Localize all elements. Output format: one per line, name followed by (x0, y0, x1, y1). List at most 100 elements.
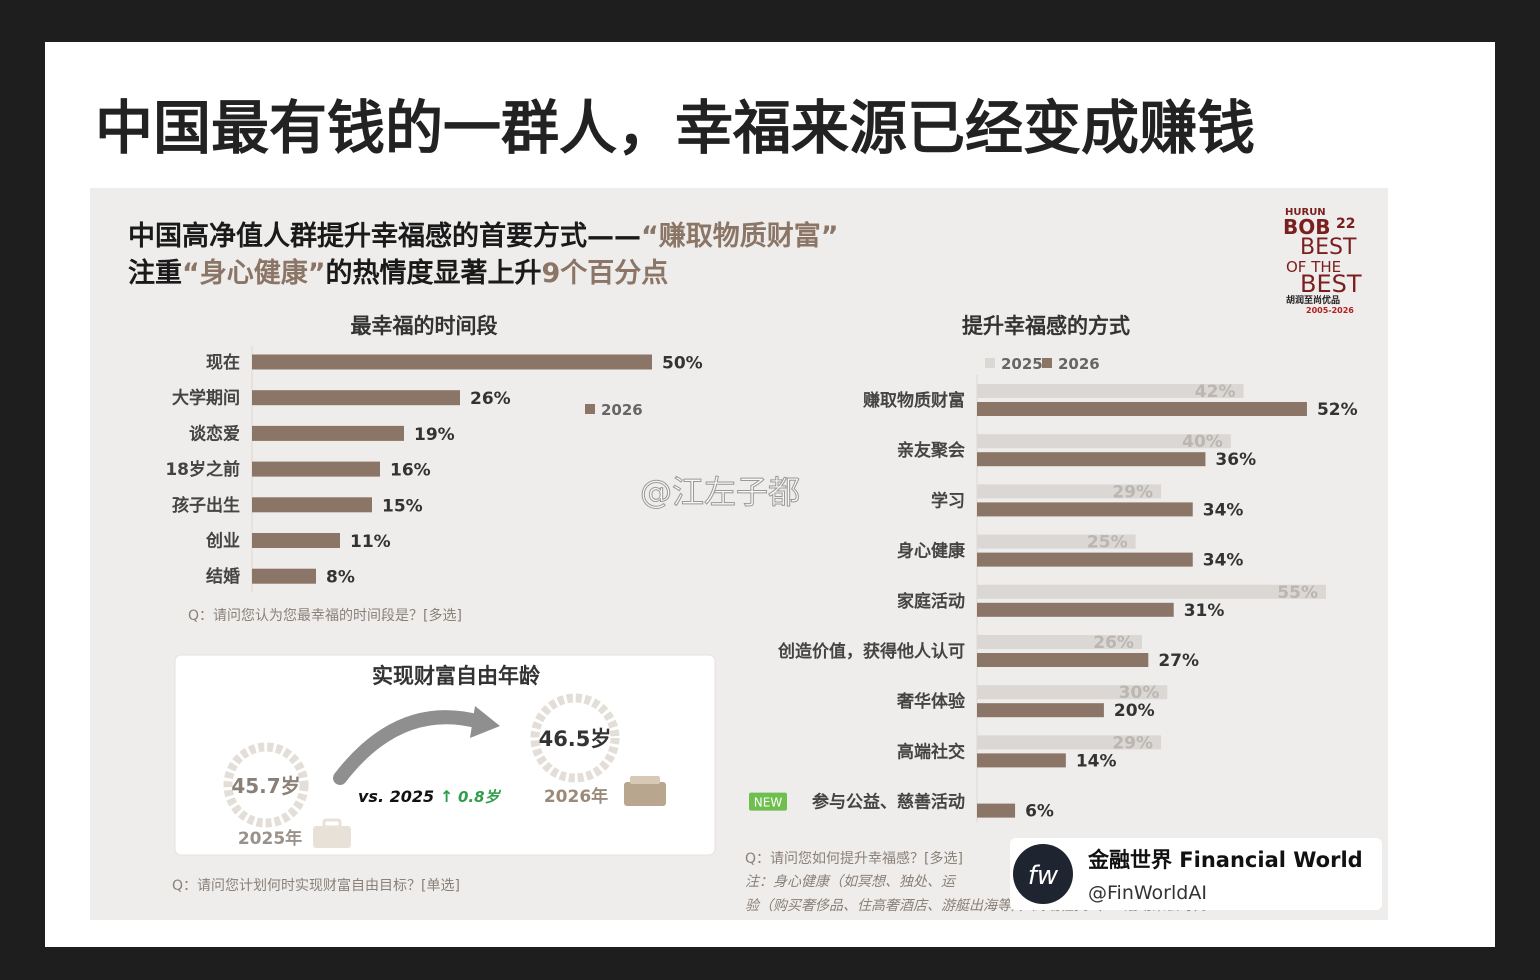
logo-text: BEST (1300, 270, 1362, 298)
logo-text: 2005-2026 (1306, 306, 1354, 315)
headline-part: 中国高净值人群提升幸福感的首要方式—— (128, 220, 641, 252)
footer-handle: @FinWorldAI (1088, 882, 1207, 904)
badge (749, 792, 787, 811)
wallet-icon (624, 782, 666, 806)
bar (977, 602, 1174, 617)
footer-name: 金融世界 Financial World (1087, 848, 1363, 872)
donut (223, 742, 309, 828)
bar (977, 384, 1244, 398)
category-label: 结婚 (206, 566, 240, 587)
bar (252, 425, 404, 441)
value-label: 34% (1203, 551, 1244, 571)
legend-label: 2026 (1058, 355, 1100, 373)
legend-swatch (985, 358, 995, 368)
bar (977, 502, 1193, 517)
bar (977, 552, 1193, 567)
bar (977, 434, 1231, 449)
age-box (174, 654, 716, 856)
value-label: 29% (1112, 733, 1153, 753)
logo-text: 胡润至尚优品 (1286, 294, 1340, 306)
bar (252, 390, 460, 406)
category-label: 身心健康 (897, 541, 966, 562)
compare-text: vs. 2025 (358, 787, 434, 806)
legend-label: 2025 (1001, 355, 1043, 373)
logo-text: BEST (1300, 235, 1357, 260)
bar (977, 534, 1136, 549)
value-label: 52% (1317, 400, 1358, 420)
value-label: 20% (1114, 701, 1155, 721)
badge-text: NEW (754, 796, 783, 810)
value-label: 14% (1076, 751, 1117, 771)
category-label: 高端社交 (897, 741, 965, 762)
value-label: 29% (1112, 482, 1153, 502)
value-label: 16% (390, 461, 431, 481)
legend-label: 2026 (601, 401, 643, 419)
value-label: 19% (414, 425, 455, 445)
value-label: 36% (1215, 450, 1256, 470)
note: Q：请问您认为您最幸福的时间段是？[多选] (188, 607, 462, 624)
value-label: 6% (1025, 802, 1054, 822)
bar (977, 703, 1104, 718)
category-label: 赚取物质财富 (862, 390, 965, 411)
value-label: 31% (1184, 601, 1225, 621)
arrow (333, 710, 487, 785)
bar (977, 452, 1206, 467)
wallet-top (630, 776, 660, 784)
delta-arrow: ↑ (440, 787, 453, 806)
note: 注：身心健康（如冥想、独处、运 (745, 874, 957, 890)
logo-text: 22 (1336, 216, 1355, 232)
value-label: 50% (662, 354, 703, 374)
value-label: 27% (1158, 651, 1199, 671)
category-label: 孩子出生 (172, 495, 240, 516)
headline-highlight: “赚取物质财富” (641, 220, 839, 252)
bar (977, 685, 1168, 700)
arrow-head (470, 706, 500, 738)
year-label: 2025年 (238, 828, 302, 849)
value-label: 15% (382, 496, 423, 516)
category-label: 参与公益、慈善活动 (812, 792, 965, 813)
category-label: 创业 (205, 531, 240, 552)
briefcase-handle (322, 818, 342, 829)
value-label: 25% (1087, 533, 1128, 553)
category-label: 18岁之前 (165, 459, 240, 480)
bar (977, 735, 1162, 750)
headline-highlight: 9个百分点 (542, 258, 669, 289)
age-value: 46.5岁 (539, 727, 612, 751)
headline-part: 的热情度显著上升 (326, 257, 542, 289)
bar (977, 402, 1307, 416)
note: Q：请问您计划何时实现财富自由目标？[单选] (172, 877, 460, 894)
value-label: 30% (1119, 683, 1160, 703)
category-label: 创造价值，获得他人认可 (777, 641, 965, 662)
footer-logo (1013, 844, 1073, 904)
category-label: 学习 (931, 490, 965, 511)
age-value: 45.7岁 (231, 774, 300, 798)
bar (977, 653, 1149, 667)
headline-highlight: “身心健康” (182, 257, 326, 289)
page-title: 中国最有钱的一群人，幸福来源已经变成赚钱 (95, 94, 1255, 162)
value-label: 34% (1203, 500, 1244, 520)
value-label: 26% (1093, 633, 1134, 653)
category-label: 谈恋爱 (189, 423, 240, 444)
value-label: 42% (1195, 382, 1236, 402)
bar (977, 635, 1142, 649)
charts: 最幸福的时间段 2026 现在 50% 大学期间 26% 谈恋爱 19% 18岁之前 16% 孩子出… (165, 314, 1357, 914)
category-label: 亲友聚会 (897, 440, 965, 461)
category-label: 家庭活动 (897, 591, 965, 612)
category-label: 现在 (206, 352, 240, 373)
category-label: 奢华体验 (896, 691, 966, 712)
bar (977, 484, 1162, 499)
bar (977, 584, 1326, 599)
year-label: 2026年 (544, 786, 608, 807)
headline: 中国高净值人群提升幸福感的首要方式——“赚取物质财富” (128, 220, 839, 252)
bar (977, 753, 1066, 768)
headline: 注重“身心健康”的热情度显著上升9个百分点 (128, 257, 668, 289)
bar (252, 497, 372, 513)
watermark: @江左子都 (640, 473, 800, 511)
note: Q：请问您如何提升幸福感？[多选] (745, 850, 963, 867)
value-label: 11% (350, 532, 391, 552)
footer-box (1010, 838, 1382, 910)
value-label: 8% (326, 568, 355, 588)
value-label: 55% (1277, 583, 1318, 603)
chart-title: 最幸福的时间段 (351, 314, 498, 338)
